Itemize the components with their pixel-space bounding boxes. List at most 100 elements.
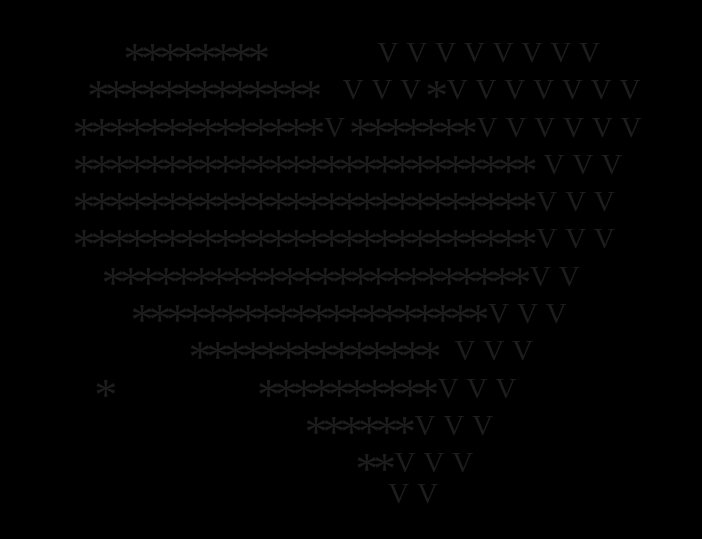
star-glyph: * [284, 182, 308, 234]
v-glyph: V [561, 74, 583, 107]
star-glyph: * [312, 331, 336, 383]
star-glyph: * [125, 182, 149, 234]
star-glyph: * [363, 368, 387, 420]
star-glyph: * [259, 331, 283, 383]
star-glyph: * [178, 182, 202, 234]
star-glyph: * [254, 294, 278, 346]
star-glyph: * [337, 182, 361, 234]
v-glyph: V [591, 111, 613, 144]
star-glyph: * [313, 256, 337, 308]
star-glyph: * [263, 70, 287, 122]
star-glyph: * [188, 331, 212, 383]
star-glyph: * [289, 294, 313, 346]
v-glyph: V [593, 186, 615, 219]
star-glyph: * [497, 182, 520, 234]
star-glyph: * [390, 219, 414, 271]
star-glyph: * [72, 219, 96, 271]
star-glyph: * [472, 256, 496, 308]
star-glyph: * [274, 368, 298, 420]
star-glyph: * [514, 219, 538, 271]
star-glyph: * [302, 107, 326, 159]
star-glyph: * [455, 107, 479, 159]
v-glyph: V [483, 335, 505, 368]
star-glyph: * [307, 294, 331, 346]
star-glyph: * [125, 219, 149, 271]
star-glyph: * [292, 368, 316, 420]
star-glyph: * [136, 256, 160, 308]
star-glyph: * [157, 70, 181, 122]
star-glyph: * [284, 107, 308, 159]
star-glyph: * [398, 368, 422, 420]
star-glyph: * [310, 368, 333, 420]
star-glyph: * [294, 331, 318, 383]
star-glyph: * [408, 144, 432, 196]
star-glyph: * [349, 256, 373, 308]
star-glyph: * [249, 182, 273, 234]
star-glyph: * [419, 107, 443, 159]
star-glyph: * [249, 144, 273, 196]
star-glyph: * [214, 182, 237, 234]
star-glyph: * [426, 219, 450, 271]
star-glyph: * [247, 33, 271, 84]
v-glyph: V [475, 74, 497, 107]
star-glyph: * [400, 331, 424, 383]
star-glyph: * [228, 70, 252, 122]
v-glyph: V [533, 74, 555, 107]
star-glyph: * [514, 182, 538, 234]
star-glyph: * [339, 405, 363, 457]
star-glyph: * [416, 368, 440, 420]
v-glyph: V [400, 74, 422, 107]
star-glyph: * [243, 256, 266, 308]
star-glyph: * [497, 219, 520, 271]
star-glyph: * [508, 256, 532, 308]
star-glyph: * [207, 256, 231, 308]
star-glyph: * [299, 70, 323, 122]
v-glyph: V [324, 111, 345, 144]
art-line: ******V V V [0, 401, 702, 454]
star-glyph: * [231, 219, 255, 271]
v-glyph: V [545, 298, 567, 331]
star-glyph: * [87, 70, 110, 122]
v-glyph: V [543, 148, 565, 181]
star-glyph: * [175, 70, 199, 122]
star-glyph: * [443, 182, 467, 234]
v-glyph: V [388, 477, 410, 510]
star-glyph: * [296, 256, 320, 308]
star-glyph: * [196, 107, 220, 159]
star-glyph: * [437, 256, 461, 308]
star-glyph: * [140, 33, 164, 84]
star-glyph: * [331, 256, 355, 308]
star-glyph: * [443, 144, 467, 196]
v-glyph: V [446, 74, 468, 107]
v-glyph: V [377, 37, 399, 69]
star-glyph: * [122, 70, 146, 122]
star-glyph: * [267, 107, 291, 159]
star-glyph: * [320, 182, 344, 234]
v-glyph: V [472, 409, 494, 442]
v-glyph: V [620, 111, 642, 144]
v-glyph: V [488, 298, 510, 331]
star-glyph: * [479, 182, 503, 234]
star-glyph: * [302, 219, 326, 271]
star-glyph: * [373, 182, 397, 234]
star-glyph: * [107, 107, 131, 159]
v-glyph: V [476, 111, 498, 144]
star-glyph: * [246, 70, 270, 122]
v-glyph: V [572, 148, 594, 181]
star-glyph: * [365, 331, 389, 383]
star-glyph: * [320, 219, 344, 271]
v-glyph: V [495, 372, 517, 405]
art-line: **************V*******V V V V V V [0, 103, 702, 156]
star-glyph: * [497, 144, 520, 196]
star-glyph: * [373, 219, 397, 271]
art-line: **************************V V V [0, 214, 702, 268]
v-glyph: V [394, 447, 416, 480]
v-glyph: V [423, 447, 445, 480]
star-glyph: * [160, 219, 184, 271]
star-glyph: * [119, 256, 143, 308]
star-glyph: * [125, 107, 149, 159]
star-glyph: * [355, 219, 379, 271]
